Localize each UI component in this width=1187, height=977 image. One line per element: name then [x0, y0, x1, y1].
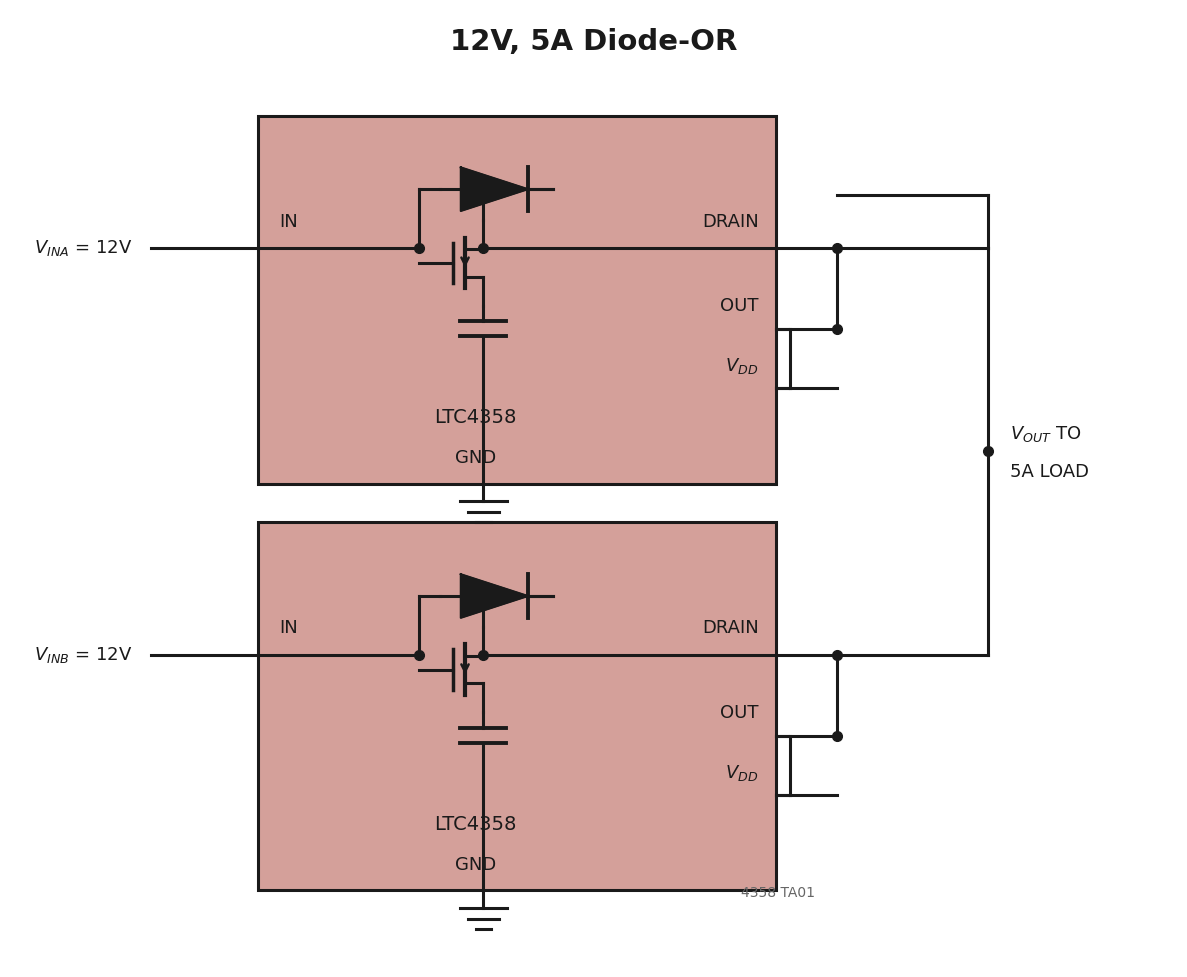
Text: IN: IN — [279, 213, 298, 231]
Text: $V_{OUT}$ TO: $V_{OUT}$ TO — [1010, 424, 1081, 444]
Text: IN: IN — [279, 619, 298, 637]
Text: LTC4358: LTC4358 — [434, 815, 516, 833]
Text: DRAIN: DRAIN — [702, 619, 758, 637]
Text: $V_{INB}$ = 12V: $V_{INB}$ = 12V — [33, 645, 132, 665]
Text: OUT: OUT — [721, 704, 758, 722]
Text: 4358 TA01: 4358 TA01 — [741, 886, 814, 901]
Text: GND: GND — [455, 448, 496, 467]
Polygon shape — [461, 167, 528, 211]
Polygon shape — [461, 574, 528, 617]
Text: LTC4358: LTC4358 — [434, 408, 516, 427]
Text: DRAIN: DRAIN — [702, 213, 758, 231]
Bar — [258, 523, 776, 890]
Text: OUT: OUT — [721, 297, 758, 316]
Text: $V_{DD}$: $V_{DD}$ — [725, 763, 758, 784]
Text: 12V, 5A Diode-OR: 12V, 5A Diode-OR — [450, 28, 737, 57]
Text: GND: GND — [455, 856, 496, 873]
Text: 5A LOAD: 5A LOAD — [1010, 462, 1088, 481]
Text: $V_{DD}$: $V_{DD}$ — [725, 357, 758, 376]
Bar — [258, 115, 776, 484]
Text: $V_{INA}$ = 12V: $V_{INA}$ = 12V — [33, 238, 132, 258]
